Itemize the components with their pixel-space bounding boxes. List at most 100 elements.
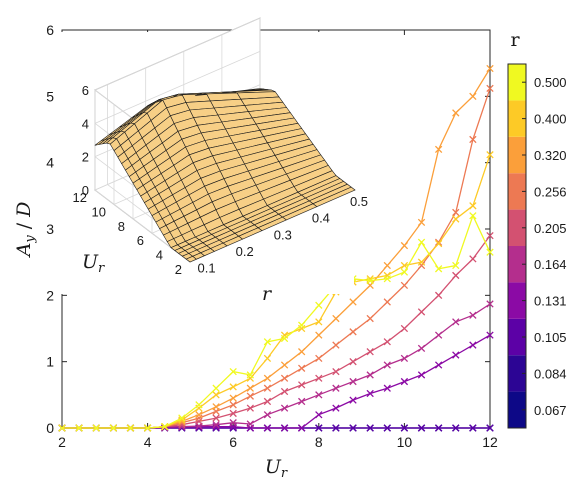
y-axis-label-sub: y — [23, 235, 38, 244]
y-axis-label-d: D — [13, 202, 35, 218]
main-series-group — [58, 64, 494, 432]
y-tick-label: 5 — [46, 88, 54, 104]
colorbar-segment — [508, 209, 526, 246]
colorbar: 0.067 0.084 0.105 0.131 0.164 0.205 0.256 0.320… — [507, 63, 567, 429]
data-point — [349, 396, 357, 404]
data-point — [383, 298, 391, 306]
data-point — [434, 239, 443, 248]
y-axis-label-rest: / — [13, 217, 35, 235]
data-point — [486, 64, 494, 73]
inset-z-tick-label: 0 — [82, 183, 89, 198]
data-point — [400, 324, 409, 333]
inset-r-tick-label: 0.1 — [198, 261, 216, 276]
data-point — [486, 424, 494, 432]
data-point — [280, 374, 289, 382]
inset-ur-tick-label: 6 — [137, 233, 144, 248]
data-point — [469, 202, 477, 210]
data-point — [178, 416, 186, 424]
data-point — [280, 361, 289, 369]
inset-ur-tick-label: 10 — [92, 204, 106, 219]
data-point — [452, 208, 460, 217]
data-point — [229, 409, 237, 418]
colorbar-segment — [508, 64, 526, 101]
data-point — [366, 371, 374, 379]
data-point — [366, 424, 374, 432]
data-point — [417, 218, 426, 227]
data-point — [263, 424, 272, 432]
colorbar-segment — [508, 391, 526, 428]
data-point — [417, 261, 426, 270]
data-point — [349, 298, 357, 306]
data-point — [434, 424, 443, 432]
data-point — [469, 255, 477, 263]
inset-z-tick-label: 6 — [82, 83, 89, 98]
inset-ur-main: U — [82, 251, 99, 273]
data-point — [469, 424, 477, 432]
colorbar-tick-label: 0.105 — [534, 330, 567, 345]
data-point — [400, 377, 409, 386]
data-point — [212, 421, 220, 429]
data-point — [417, 238, 426, 246]
colorbar-segment — [508, 136, 526, 174]
data-point — [315, 331, 323, 339]
data-point — [452, 261, 460, 270]
data-point — [486, 248, 494, 256]
inset-ur-tick-label: 4 — [156, 248, 163, 263]
data-point — [246, 374, 254, 382]
inset-ur-tick-label: 8 — [118, 219, 125, 234]
inset-r-tick-label: 0.3 — [274, 227, 292, 242]
x-tick-label: 10 — [397, 434, 413, 450]
data-point — [298, 348, 306, 356]
inset-ur-axis-label: Ur — [82, 251, 105, 276]
data-point — [212, 403, 220, 411]
inset-ur-sub: r — [98, 261, 105, 276]
data-point — [280, 334, 289, 343]
colorbar-segment — [508, 355, 526, 392]
y-tick-label: 6 — [46, 22, 54, 38]
data-point — [400, 424, 409, 432]
colorbar-tick-label: 0.067 — [534, 403, 567, 418]
data-point — [469, 92, 477, 100]
data-point — [452, 109, 460, 117]
data-point — [246, 404, 254, 412]
data-point — [212, 414, 220, 422]
data-point — [469, 135, 477, 144]
data-point — [178, 424, 186, 432]
inset-ur-tick-label: 2 — [175, 262, 182, 277]
colorbar-tick-label: 0.256 — [534, 184, 567, 199]
data-point — [469, 311, 477, 319]
data-point — [92, 424, 100, 432]
data-point — [332, 314, 340, 323]
colorbar-segment — [508, 318, 526, 356]
colorbar-segment — [508, 100, 526, 137]
data-point — [452, 424, 460, 432]
inset-gridline — [94, 17, 261, 91]
data-point — [212, 384, 220, 392]
data-point — [486, 231, 494, 240]
colorbar-tick-label: 0.131 — [534, 294, 567, 309]
data-point — [383, 275, 391, 283]
data-point — [280, 387, 289, 396]
data-point — [246, 420, 254, 428]
x-tick-label: 12 — [482, 434, 498, 450]
data-point — [486, 300, 494, 308]
data-point — [400, 241, 409, 250]
data-point — [212, 391, 220, 399]
x-tick-label: 8 — [315, 434, 323, 450]
data-point — [280, 424, 289, 432]
data-point — [280, 404, 289, 412]
data-point — [452, 215, 460, 223]
data-point — [161, 423, 169, 431]
data-point — [263, 397, 272, 406]
data-point — [315, 411, 323, 419]
data-point — [126, 424, 135, 432]
data-point — [417, 424, 426, 432]
data-point — [417, 371, 426, 379]
data-point — [229, 419, 237, 427]
colorbar-segment — [508, 282, 526, 319]
data-point — [229, 424, 237, 432]
colorbar-title: r — [510, 29, 520, 51]
data-point — [298, 424, 306, 432]
data-point — [263, 374, 272, 382]
data-point — [229, 401, 237, 409]
